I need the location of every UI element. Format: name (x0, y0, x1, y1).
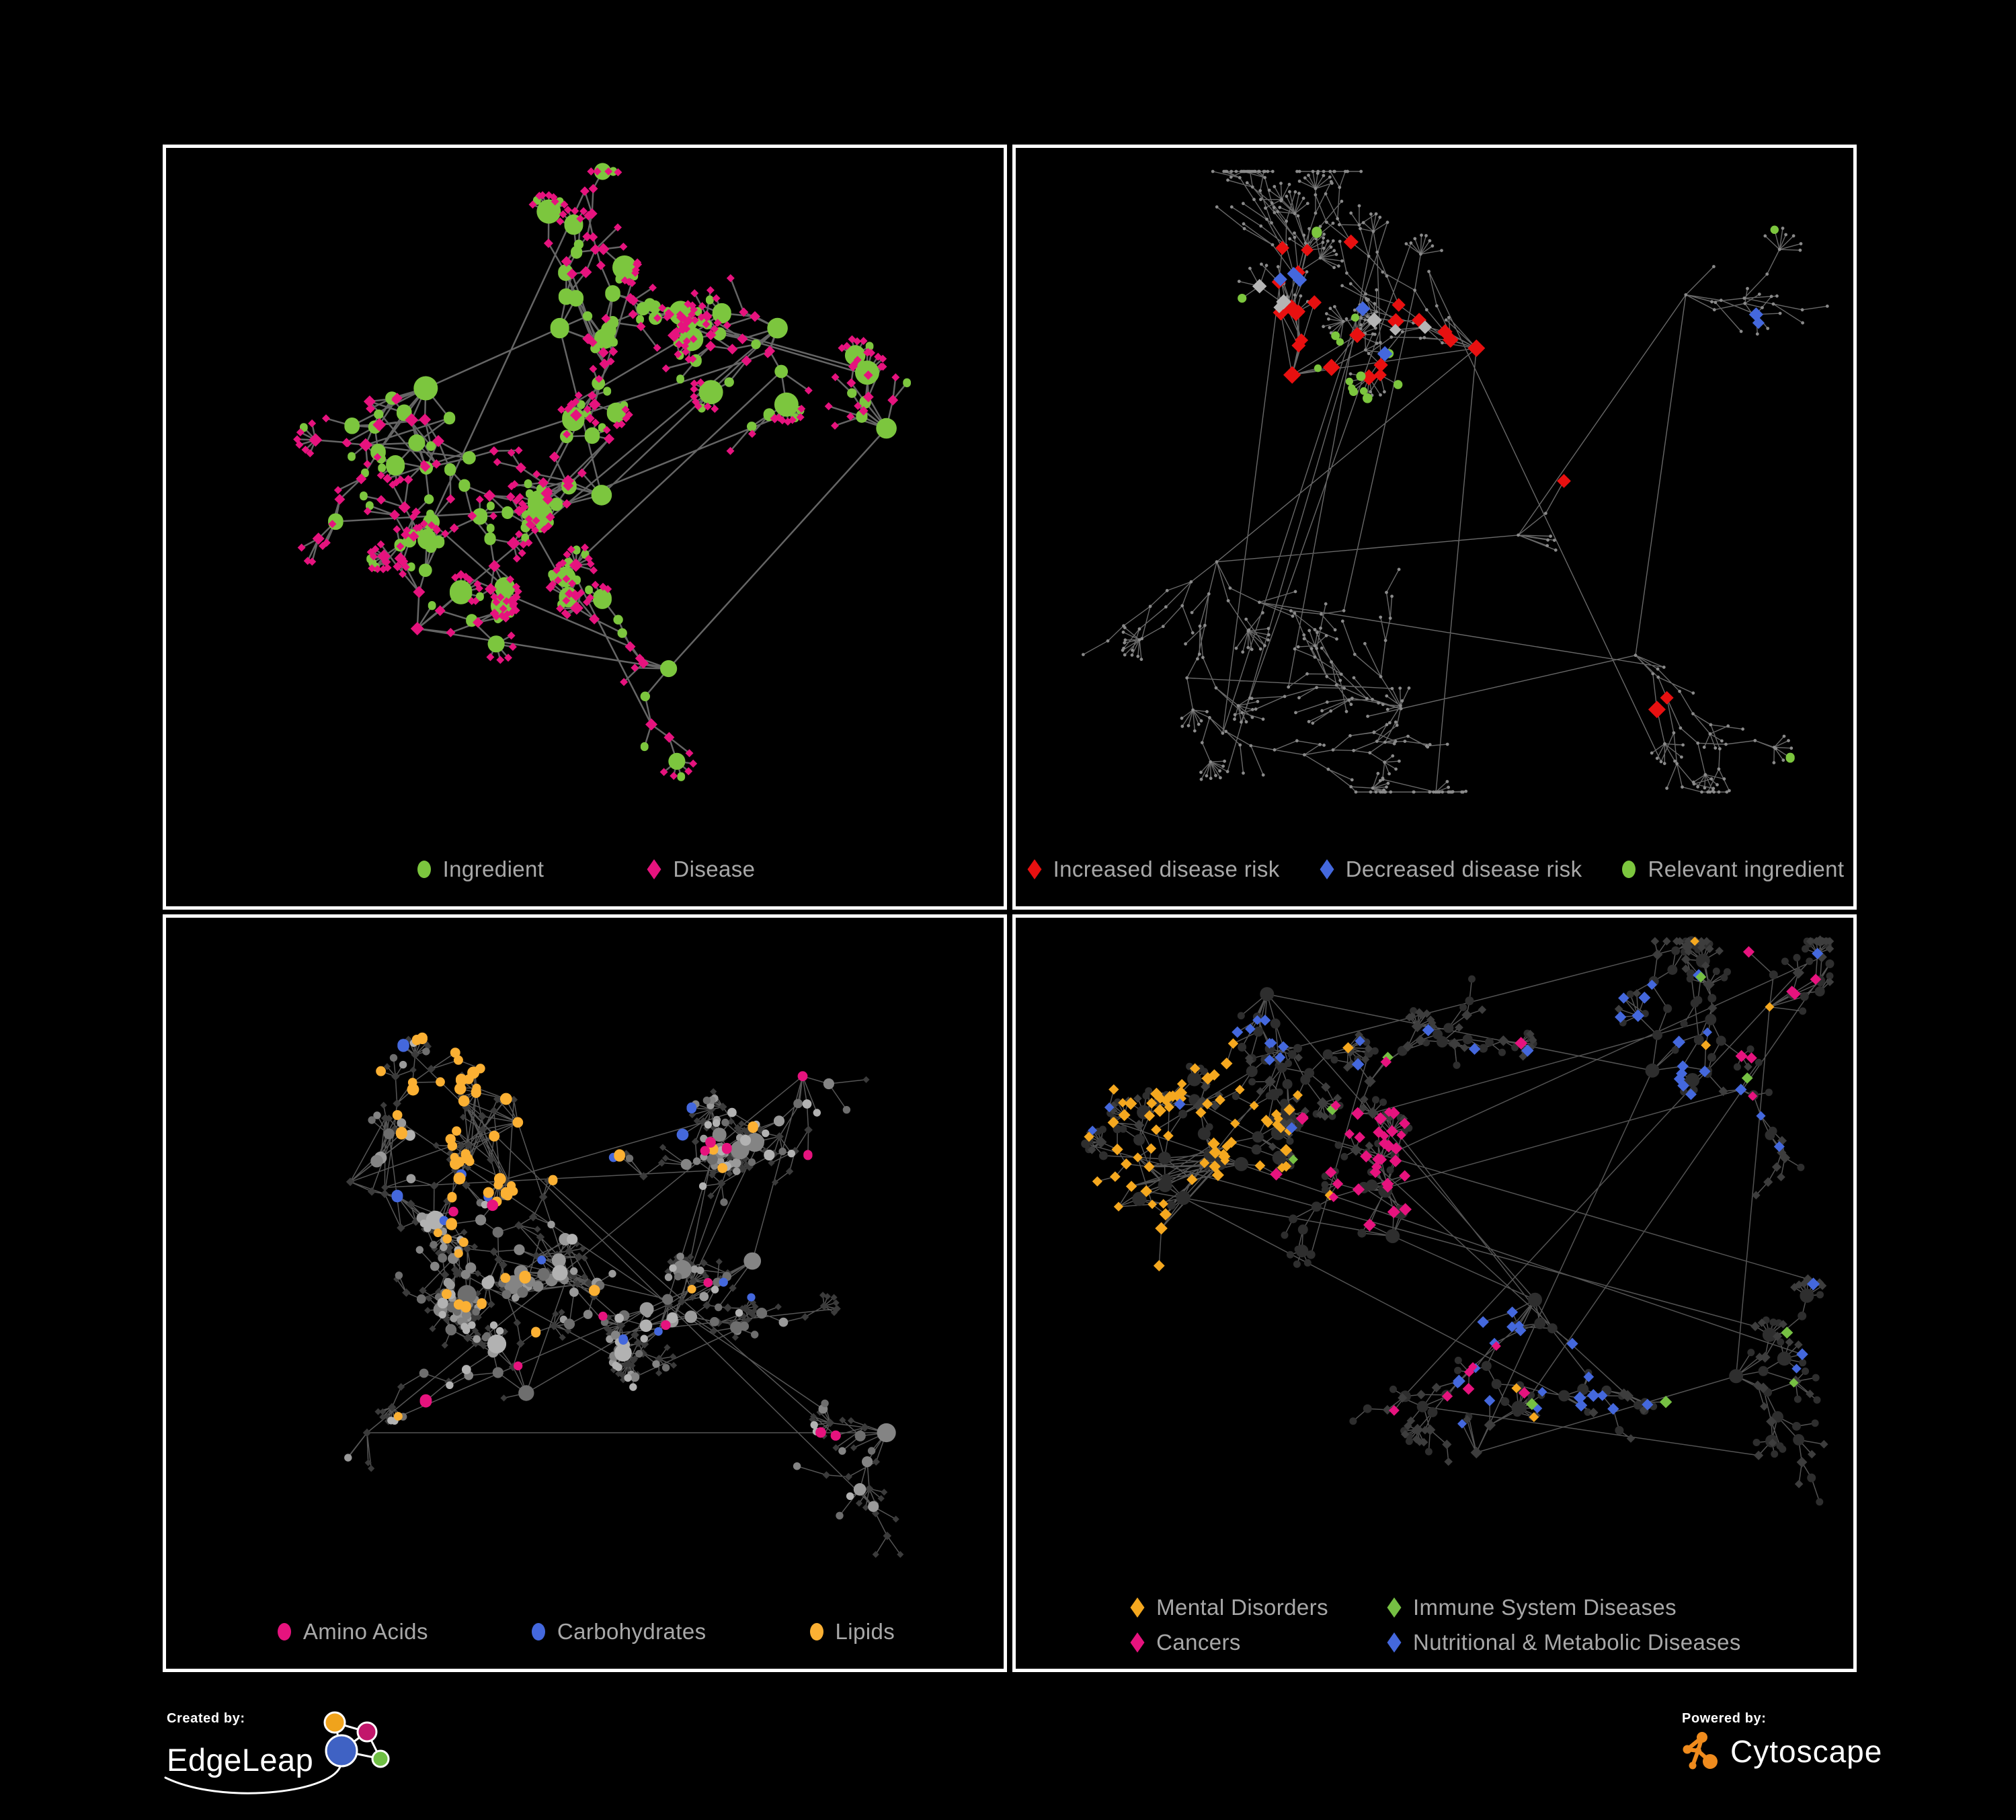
cytoscape-brand-text: Cytoscape (1730, 1734, 1883, 1769)
disease-risk-network-graph (1082, 169, 1829, 794)
footer-powered-by: Powered by: Cytoscape (1682, 1711, 1882, 1772)
panel-ingredient-class-network: Amino Acids Carbohydrates Lipids (163, 914, 1007, 1672)
footer-created-by: Created by: EdgeLeap (164, 1711, 398, 1794)
cytoscape-logo-icon (1683, 1732, 1718, 1770)
panel-ingredient-disease-network: Ingredient Disease (163, 145, 1007, 910)
edgeleap-logo-icon (323, 1711, 390, 1768)
disease-category-network-graph (1081, 935, 1834, 1506)
ingredient-disease-network-graph (293, 163, 912, 781)
edgeleap-brand-text: EdgeLeap (167, 1741, 314, 1778)
created-by-label: Created by: (167, 1711, 245, 1726)
panel-disease-risk-network: Increased disease risk Decreased disease … (1012, 145, 1857, 910)
panel-disease-category-network: Mental Disorders Immune System Diseases Ca… (1012, 914, 1857, 1672)
powered-by-label: Powered by: (1682, 1711, 1767, 1726)
ingredient-class-network-graph (344, 1032, 904, 1558)
